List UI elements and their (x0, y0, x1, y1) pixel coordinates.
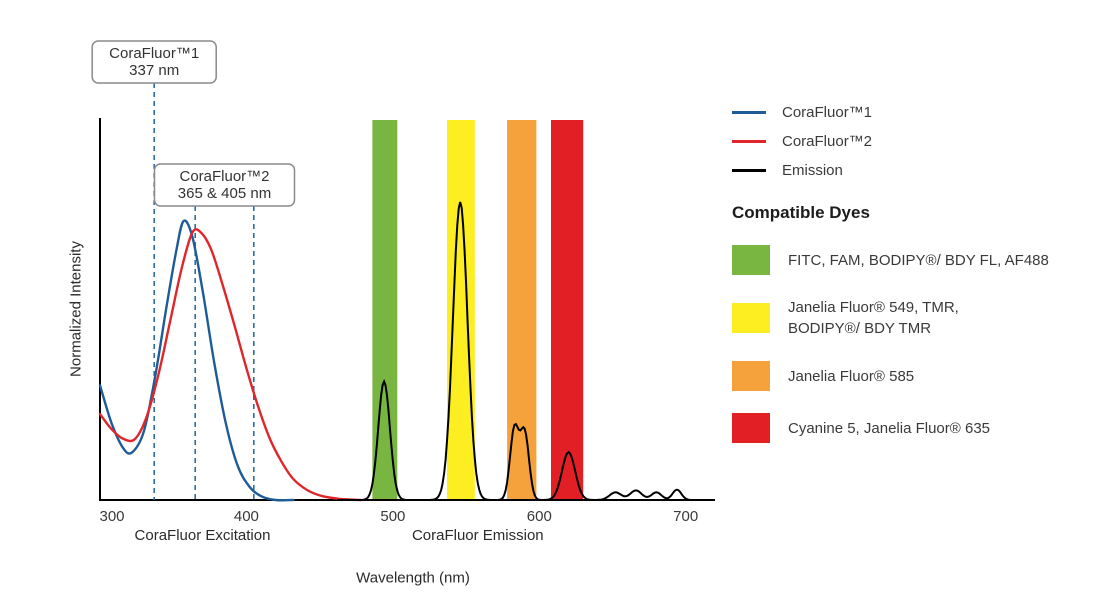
corafluor1-line-swatch (732, 111, 766, 114)
legend-item-corafluor2: CoraFluor™2 (732, 133, 1104, 150)
red-dye-swatch (732, 413, 770, 443)
y-axis-label: Normalized Intensity (67, 241, 85, 377)
corafluor2-line-swatch (732, 140, 766, 143)
annotation-subtitle-1: 337 nm (129, 62, 179, 79)
x-axis-label: Wavelength (nm) (356, 569, 470, 587)
compatible-dyes-heading: Compatible Dyes (732, 203, 870, 222)
spectra-chart: 300 400 500 600 700 CoraFluor Excitation CoraF… (91, 40, 715, 544)
corafluor2-legend-label: CoraFluor™2 (782, 133, 873, 150)
x-tick-700: 700 (673, 508, 698, 525)
yellow-dye-swatch (732, 303, 770, 333)
dye-item-orange: Janelia Fluor® 585 (732, 361, 1104, 391)
filter-band-red (551, 120, 584, 500)
dye-item-yellow: Janelia Fluor® 549, TMR, BODIPY®/ BDY TM… (732, 297, 1104, 339)
annotation-title-1: CoraFluor™1 (109, 45, 199, 62)
excitation-curve-corafluor1 (98, 219, 295, 502)
corafluor1-legend-label: CoraFluor™1 (782, 104, 873, 121)
x-tick-400: 400 (234, 508, 259, 525)
x-tick-600: 600 (527, 508, 552, 525)
orange-dye-swatch (732, 361, 770, 391)
red-dye-label: Cyanine 5, Janelia Fluor® 635 (788, 419, 991, 437)
emission-line-swatch (732, 169, 766, 172)
green-dye-label: FITC, FAM, BODIPY®/ BDY FL, AF488 (788, 251, 1049, 269)
axis-section-label-2: CoraFluor Emission (412, 527, 544, 544)
x-tick-500: 500 (380, 508, 405, 525)
filter-band-yellow (447, 120, 475, 500)
dye-item-green: FITC, FAM, BODIPY®/ BDY FL, AF488 (732, 245, 1104, 275)
axes (99, 118, 715, 501)
legend-item-corafluor1: CoraFluor™1 (732, 104, 1104, 121)
legend: CoraFluor™1 CoraFluor™2 Emission Compati… (732, 104, 1104, 465)
axis-section-label-1: CoraFluor Excitation (135, 527, 271, 544)
dye-item-red: Cyanine 5, Janelia Fluor® 635 (732, 413, 1104, 443)
green-dye-swatch (732, 245, 770, 275)
emission-curve (337, 201, 710, 501)
orange-dye-label: Janelia Fluor® 585 (788, 367, 915, 385)
emission-legend-label: Emission (782, 162, 843, 179)
yellow-dye-label: Janelia Fluor® 549, TMR, BODIPY®/ BDY TM… (788, 299, 959, 337)
excitation-curve-corafluor2 (98, 228, 362, 502)
annotation-box-2 (153, 163, 296, 207)
x-tick-300: 300 (99, 508, 124, 525)
legend-item-emission: Emission (732, 162, 1104, 179)
annotation-box-1 (91, 40, 217, 84)
annotation-subtitle-2: 365 & 405 nm (178, 185, 271, 202)
annotation-title-2: CoraFluor™2 (179, 168, 269, 185)
